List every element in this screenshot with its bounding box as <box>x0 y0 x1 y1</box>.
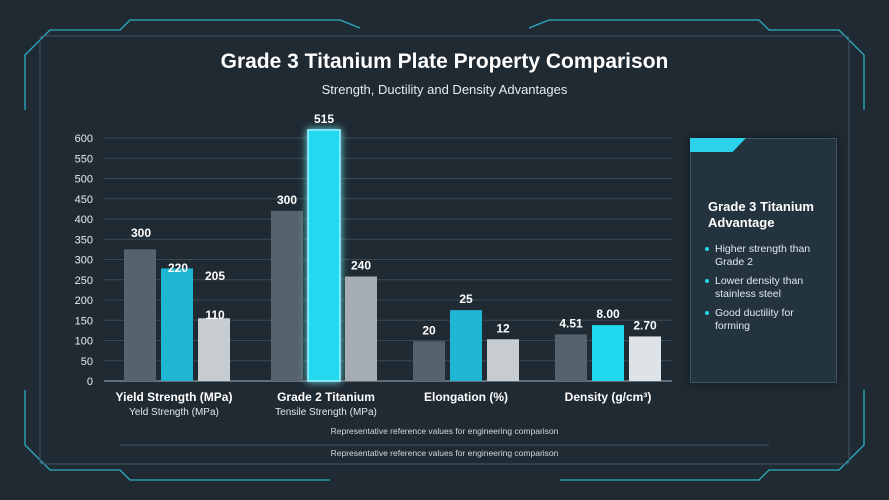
data-label: 300 <box>277 193 297 207</box>
bar <box>629 336 661 381</box>
advantage-item: Higher strength than Grade 2 <box>705 243 831 268</box>
bar <box>450 310 482 381</box>
bar <box>198 318 230 381</box>
x-category-label: Yield Strength (MPa) <box>116 390 233 404</box>
y-tick-label: 250 <box>75 275 93 287</box>
y-tick-label: 350 <box>75 234 93 246</box>
x-category-label: Density (g/cm³) <box>565 390 652 404</box>
bullet-icon <box>705 311 709 315</box>
bar <box>413 341 445 381</box>
bar <box>487 339 519 381</box>
data-label: 240 <box>351 259 371 273</box>
x-category-label: Grade 2 Titanium <box>277 390 375 404</box>
y-tick-label: 400 <box>75 214 93 226</box>
y-tick-label: 50 <box>81 356 93 368</box>
advantage-item: Lower density than stainless steel <box>705 275 831 300</box>
y-tick-label: 100 <box>75 336 93 348</box>
y-tick-label: 150 <box>75 315 93 327</box>
y-tick-label: 450 <box>75 194 93 206</box>
panel-title: Grade 3 Titanium Advantage <box>708 199 814 230</box>
advantage-text: Higher strength than Grade 2 <box>715 243 811 268</box>
advantage-item: Good ductility for forming <box>705 307 831 332</box>
data-label: 20 <box>422 323 436 337</box>
y-tick-label: 300 <box>75 255 93 267</box>
bar <box>555 334 587 381</box>
data-label: 205 <box>205 269 225 283</box>
data-label: 25 <box>459 292 473 306</box>
x-category-label: Elongation (%) <box>424 390 508 404</box>
bar <box>161 268 193 381</box>
panel-accent-tab <box>690 138 746 152</box>
footnote-outer: Representative reference values for engi… <box>330 448 559 458</box>
data-label: 110 <box>205 308 225 322</box>
y-tick-label: 200 <box>75 295 93 307</box>
data-label: 4.51 <box>559 316 583 330</box>
y-tick-label: 0 <box>87 376 93 388</box>
x-category-sublabel: Tensile Strength (MPa) <box>275 407 377 418</box>
bar <box>592 325 624 381</box>
data-label: 300 <box>131 226 151 240</box>
data-label: 8.00 <box>596 307 620 321</box>
data-label: 220 <box>168 261 188 275</box>
bar <box>124 249 156 381</box>
y-tick-label: 500 <box>75 174 93 186</box>
advantage-text: Good ductility for forming <box>715 307 794 332</box>
bar <box>345 276 377 381</box>
chart-subtitle: Strength, Ductility and Density Advantag… <box>321 82 568 97</box>
footnote-inner: Representative reference values for engi… <box>330 426 559 436</box>
bullet-icon <box>705 247 709 251</box>
bar <box>307 129 341 382</box>
x-category-sublabel: Yeld Strength (MPa) <box>129 407 219 418</box>
bullet-icon <box>705 279 709 283</box>
data-label: 2.70 <box>633 318 657 332</box>
advantage-text: Lower density than stainless steel <box>715 275 804 300</box>
data-label: 515 <box>314 112 334 126</box>
chart-title: Grade 3 Titanium Plate Property Comparis… <box>220 50 669 73</box>
y-tick-label: 600 <box>75 133 93 145</box>
advantage-list: Higher strength than Grade 2 Lower densi… <box>705 243 831 339</box>
data-label: 12 <box>496 321 510 335</box>
bar <box>271 210 303 381</box>
y-tick-label: 550 <box>75 153 93 165</box>
advantage-panel: Grade 3 Titanium Advantage Higher streng… <box>690 138 837 383</box>
